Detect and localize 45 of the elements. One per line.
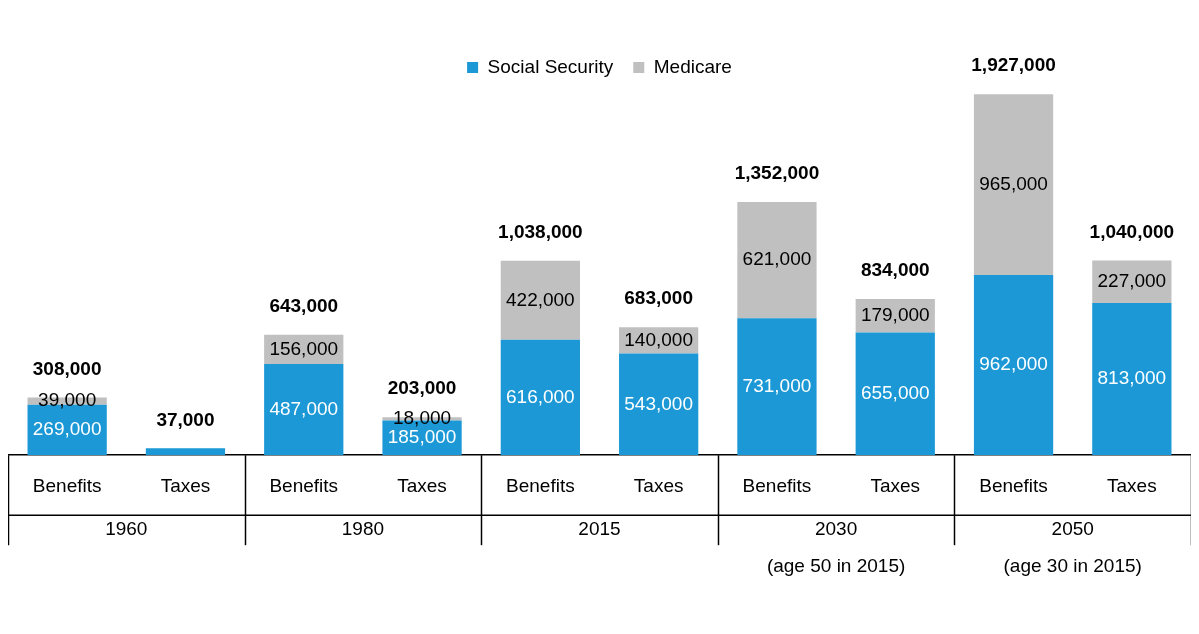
data-label: 185,000 [387,426,457,448]
x-tick-label: Benefits [506,474,575,496]
text: 2030 [814,518,858,540]
data-label: 655,000 [860,382,930,404]
data-label: 962,000 [979,353,1048,375]
x-tick-label: Taxes [633,474,684,496]
data-label: 616,000 [506,385,575,407]
text: 1980 [341,518,385,540]
text: 2050 [1051,518,1094,540]
x-tick-label: Taxes [1107,474,1157,496]
data-label: 179,000 [860,303,930,325]
total-label: 1,927,000 [971,54,1056,76]
data-label: 140,000 [624,328,693,350]
total-label: 1,038,000 [498,220,583,242]
text: 1960 [105,518,148,540]
data-label: 965,000 [979,172,1048,194]
data-label: 422,000 [506,288,575,310]
data-label: 487,000 [269,397,339,419]
data-label: 731,000 [742,374,812,396]
total-label: 834,000 [860,259,930,281]
total-label: 1,352,000 [734,162,820,184]
data-label: 813,000 [1097,367,1167,389]
x-tick-label: Benefits [32,474,102,496]
x-tick-label: Benefits [742,474,812,496]
x-tick-label: Benefits [979,474,1048,496]
total-label: 683,000 [624,287,693,309]
x-tick-label: Benefits [269,474,339,496]
x-tick-label: Taxes [397,474,447,496]
data-label: 156,000 [269,337,339,359]
total-label: 1,040,000 [1089,220,1175,242]
total-label: 643,000 [269,294,339,316]
total-label: 37,000 [156,408,215,430]
x-tick-label: Taxes [160,474,211,496]
legend-label: Social Security [487,55,614,77]
text: 2015 [578,518,621,540]
total-label: 203,000 [387,377,457,399]
x-tick-label: Taxes [870,474,921,496]
data-label: 543,000 [624,392,693,414]
total-label: 308,000 [32,357,102,379]
data-label: 227,000 [1097,269,1167,291]
text: (age 50 in 2015) [766,555,906,577]
legend-label: Medicare [653,55,732,77]
data-label: 621,000 [742,248,812,270]
text: (age 30 in 2015) [1003,555,1142,577]
data-label: 269,000 [32,418,102,440]
